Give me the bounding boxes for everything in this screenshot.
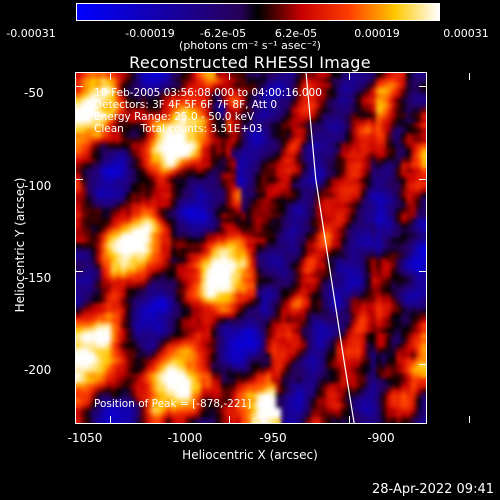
colorbar [76, 3, 440, 21]
axis-tick [76, 271, 83, 273]
colorbar-tick: -0.00031 [6, 27, 56, 40]
peak-position: Position of Peak = [-878,-221] [94, 398, 252, 410]
x-tick-label: -1000 [167, 431, 203, 445]
chart-title: Reconstructed RHESSI Image [129, 53, 371, 72]
colorbar-tick: 0.00019 [354, 27, 400, 40]
y-tick-label: -50 [24, 86, 44, 100]
solar-limb-line [305, 73, 355, 423]
info-energy-range: Energy Range: 25.0 - 50.0 keV [94, 111, 255, 123]
axis-tick [349, 416, 351, 423]
colorbar-tick: 0.00031 [443, 27, 489, 40]
axis-tick [76, 363, 83, 365]
axis-tick [419, 271, 426, 273]
axis-tick [109, 416, 111, 423]
colorbar-tick: -0.00019 [125, 27, 175, 40]
axis-tick [419, 363, 426, 365]
axis-tick [349, 73, 351, 80]
info-time-range: 10-Feb-2005 03:56:08.000 to 04:00:16.000 [94, 87, 322, 99]
heatmap-image [76, 73, 426, 423]
colorbar-tick: -6.2e-05 [199, 27, 247, 40]
x-tick-label: -950 [259, 431, 287, 445]
y-tick-label: -150 [24, 271, 52, 285]
x-tick-label: -900 [367, 431, 395, 445]
footer-timestamp: 28-Apr-2022 09:41 [372, 482, 494, 497]
x-axis-label: Heliocentric X (arcsec) [182, 448, 318, 462]
axis-tick [76, 178, 83, 180]
axis-tick [419, 178, 426, 180]
plot-area: 10-Feb-2005 03:56:08.000 to 04:00:16.000… [75, 72, 427, 424]
info-counts: Clean Total counts: 3.51E+03 [94, 123, 263, 135]
axis-tick [76, 85, 83, 87]
axis-tick [469, 73, 471, 80]
axis-tick [419, 85, 426, 87]
x-tick-label: -1050 [67, 431, 103, 445]
y-tick-label: -100 [24, 179, 52, 193]
y-tick-label: -200 [24, 363, 52, 377]
y-axis-label: Heliocentric Y (arcsec) [13, 177, 27, 313]
colorbar-unit: (photons cm⁻² s⁻¹ asec⁻²) [179, 39, 321, 52]
limb-overlay [305, 73, 355, 423]
colorbar-tick: 6.2e-05 [274, 27, 318, 40]
axis-tick [229, 73, 231, 80]
axis-tick [229, 416, 231, 423]
axis-tick [109, 73, 111, 80]
axis-tick [469, 416, 471, 423]
info-detectors: Detectors: 3F 4F 5F 6F 7F 8F, Att 0 [94, 99, 278, 111]
